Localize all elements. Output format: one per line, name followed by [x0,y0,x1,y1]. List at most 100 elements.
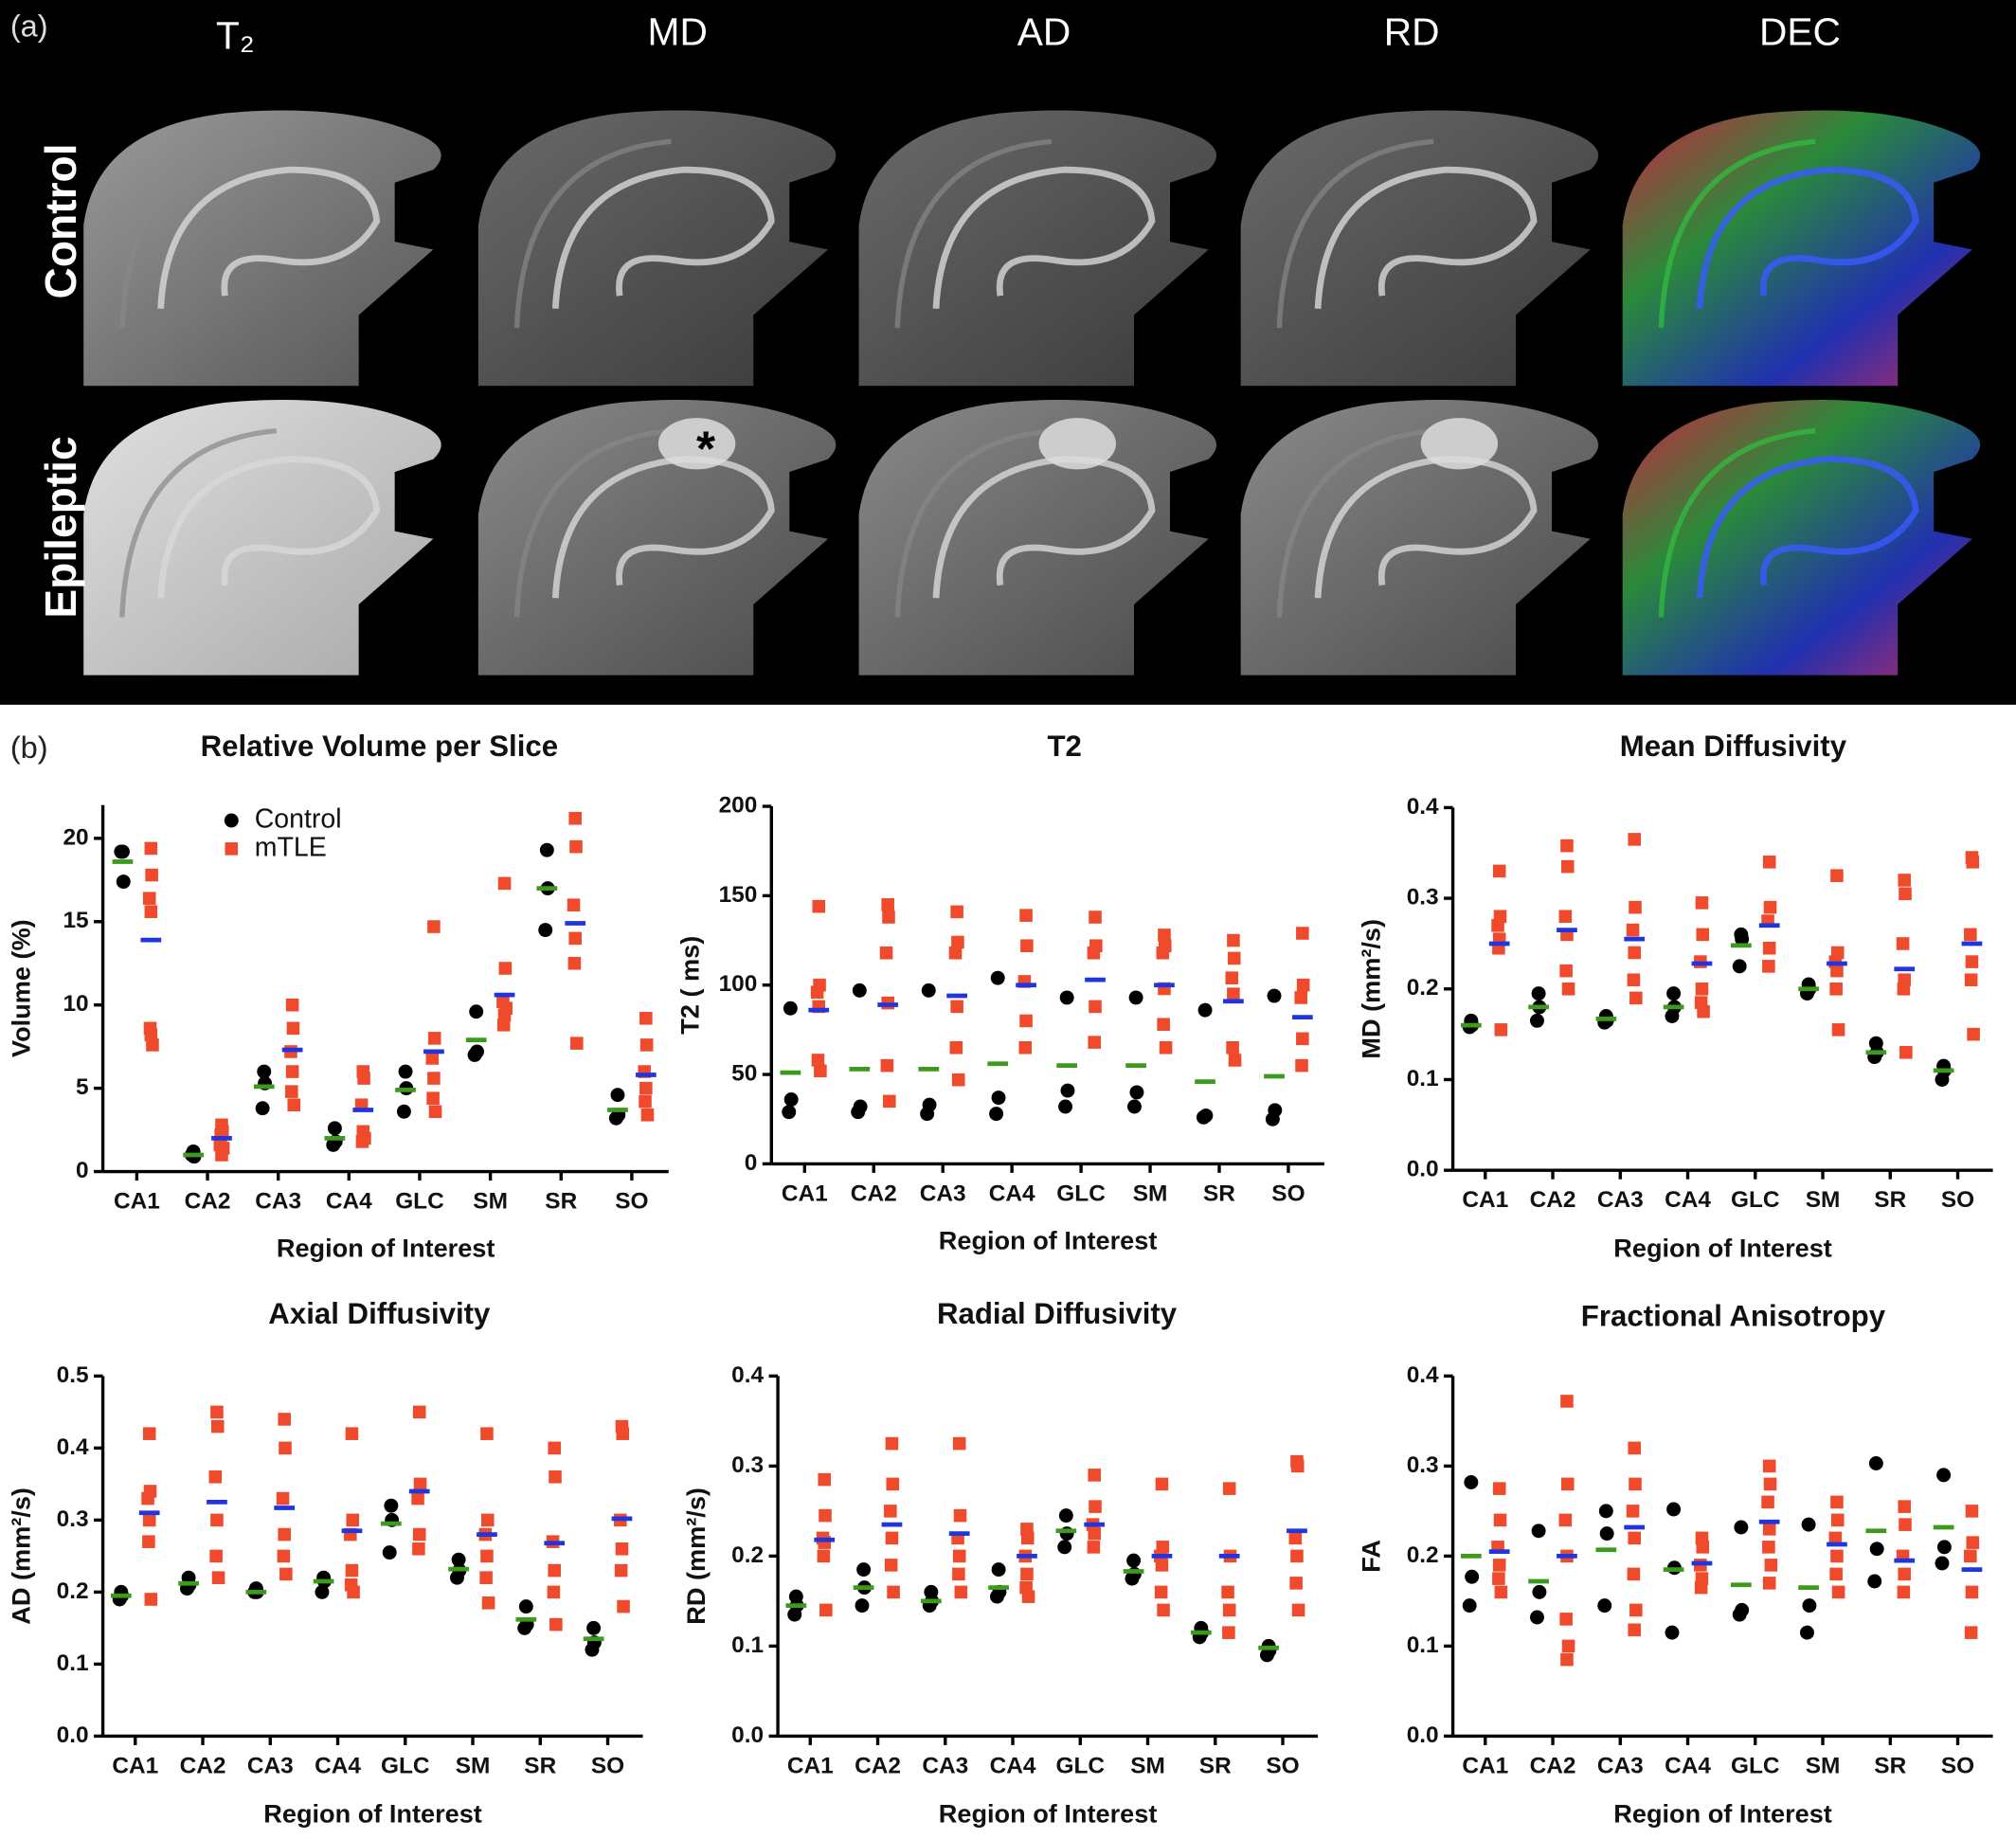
mtle-point [1897,1585,1911,1599]
mtle-point [952,1567,965,1581]
slice-structure [1314,166,1538,309]
y-tick-label: 0.0 [1407,1722,1439,1748]
x-tick-label: GLC [1731,1187,1780,1213]
y-tick-label: 10 [63,991,88,1017]
mtle-point [1628,833,1641,846]
mtle-point [639,1038,654,1052]
mtle-point [1296,927,1309,940]
mtle-point [567,956,582,970]
mri-slice [1622,399,1981,676]
control-point [1732,1607,1747,1622]
mtle-point [427,920,441,933]
mtle-point [549,1469,562,1484]
y-tick-label: 0.1 [57,1650,89,1676]
mtle-point [277,1549,291,1563]
control-point [1734,1520,1749,1535]
mtle-point [1966,856,1980,869]
mtle-point [1088,1469,1101,1482]
x-axis-label: Region of Interest [263,1799,482,1829]
control-point [538,923,553,938]
control-point [1935,1556,1950,1571]
x-axis-label: Region of Interest [1613,1799,1832,1829]
y-tick-label: 0.1 [1407,1066,1439,1091]
mtle-point [1155,1559,1169,1572]
control-point [1935,1073,1950,1087]
control-point [1127,1099,1142,1114]
mtle-point [1763,900,1777,914]
control-point [991,1091,1006,1106]
control-point [1125,1571,1140,1586]
mtle-point [1089,1500,1102,1513]
mtle-point [952,1436,966,1451]
column-label: T₂ [216,13,255,57]
slice-structure [157,166,381,309]
mtle-point [210,1513,224,1527]
x-tick-label: CA3 [1597,1753,1644,1778]
y-tick-label: 0.2 [731,1542,764,1568]
control-point [1665,1625,1680,1640]
mtle-point [1158,929,1171,942]
mtle-point [1558,1513,1573,1527]
mri-slice [1240,399,1599,676]
mtle-point [1967,1027,1980,1041]
mtle-point [1761,1495,1774,1509]
mtle-point [1964,1626,1978,1639]
mtle-point [1964,928,1977,942]
x-tick-label: CA4 [315,1753,361,1778]
mtle-point [285,998,299,1012]
x-tick-label: GLC [1731,1753,1780,1778]
chart: T2 Region of Interest T2 ( ms) 0 50 100 150 200… [675,730,1324,1254]
x-tick-label: SO [1271,1181,1305,1206]
x-tick-label: CA3 [247,1753,294,1778]
control-point [783,1001,798,1016]
x-tick-label: SM [1130,1753,1165,1778]
control-point [782,1105,797,1120]
control-point [855,1598,870,1614]
x-tick-label: CA3 [922,1753,968,1778]
mtle-point [818,1472,831,1487]
x-tick-label: CA3 [920,1181,966,1206]
mri-slice [477,399,837,676]
mtle-point [499,1001,513,1016]
x-tick-label: CA4 [1665,1753,1711,1778]
x-tick-label: CA4 [1665,1187,1711,1213]
control-point [450,1570,464,1585]
mtle-point [1828,1531,1843,1545]
x-axis-label: Region of Interest [277,1234,495,1263]
mtle-point [1629,991,1643,1005]
control-point [1265,1111,1280,1127]
control-point [1531,1523,1546,1539]
mri-slice [858,110,1217,387]
chart-title: Axial Diffusivity [268,1297,491,1330]
slice-structure [119,138,278,329]
mtle-point [1295,1058,1308,1073]
mri-slice [83,399,441,676]
mtle-point [427,1032,441,1045]
mtle-point [1628,1531,1641,1545]
mtle-point [1695,896,1709,910]
x-tick-label: CA2 [1530,1753,1576,1778]
column-label: RD [1384,9,1440,53]
y-tick-label: 0 [76,1158,89,1183]
mri-slice [1622,110,1981,387]
row-label: Epileptic [36,436,85,618]
mtle-point [1222,1603,1236,1617]
control-point [783,1092,799,1107]
x-tick-label: SM [1133,1181,1168,1206]
mtle-point [1558,910,1573,924]
mtle-point [568,811,582,825]
y-tick-label: 50 [731,1061,757,1087]
mtle-point [1021,1590,1035,1603]
mtle-point [1762,960,1775,973]
mtle-point [811,1054,825,1067]
mtle-point [1628,1441,1641,1455]
mtle-point [142,1535,155,1548]
control-point [1598,1504,1613,1519]
mtle-point [1560,1477,1575,1491]
control-point [1197,1002,1213,1018]
control-point [1531,986,1546,1001]
legend-marker [225,842,239,856]
control-point [585,1642,600,1657]
mtle-point [347,1585,360,1599]
control-point [1732,959,1747,974]
